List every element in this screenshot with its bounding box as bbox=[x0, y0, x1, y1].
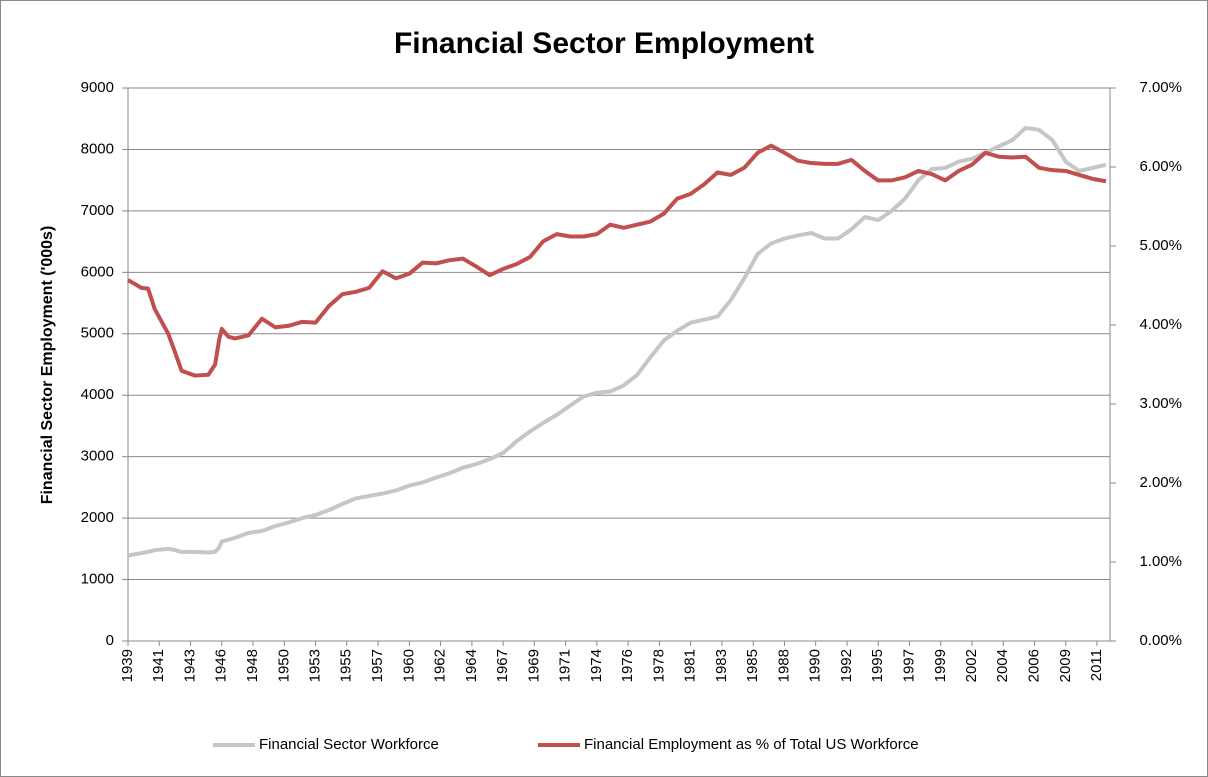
x-tick-label: 2006 bbox=[1026, 649, 1043, 682]
x-tick-label: 1997 bbox=[900, 649, 917, 682]
y2-tick-label: 7.00% bbox=[1139, 79, 1182, 96]
x-tick-label: 1967 bbox=[494, 649, 511, 682]
y2-tick-label: 6.00% bbox=[1139, 158, 1182, 175]
x-tick-label: 2011 bbox=[1088, 649, 1105, 681]
x-tick-label: 2009 bbox=[1057, 649, 1074, 682]
x-tick-label: 1978 bbox=[650, 649, 667, 682]
x-tick-label: 1943 bbox=[182, 649, 199, 682]
x-tick-label: 1990 bbox=[807, 649, 824, 682]
x-tick-label: 1981 bbox=[682, 649, 699, 682]
x-tick-label: 1960 bbox=[400, 649, 417, 682]
y-tick-label: 3000 bbox=[81, 448, 114, 465]
x-tick-label: 2002 bbox=[963, 649, 980, 682]
x-tick-label: 2004 bbox=[994, 649, 1011, 682]
x-tick-label: 1976 bbox=[619, 649, 636, 682]
y-tick-label: 4000 bbox=[81, 386, 114, 403]
y-tick-label: 6000 bbox=[81, 263, 114, 280]
x-tick-label: 1988 bbox=[775, 649, 792, 682]
y2-tick-label: 0.00% bbox=[1139, 632, 1182, 649]
y2-tick-label: 4.00% bbox=[1139, 316, 1182, 333]
y-tick-label: 9000 bbox=[81, 79, 114, 96]
y2-tick-label: 2.00% bbox=[1139, 474, 1182, 491]
legend-label: Financial Sector Workforce bbox=[259, 736, 439, 753]
y2-tick-label: 1.00% bbox=[1139, 553, 1182, 570]
x-tick-label: 1995 bbox=[869, 649, 886, 682]
x-tick-label: 1957 bbox=[369, 649, 386, 682]
y-tick-label: 1000 bbox=[81, 571, 114, 588]
y-axis-title: Financial Sector Employment ('000s) bbox=[39, 226, 56, 505]
x-tick-label: 1971 bbox=[557, 649, 574, 682]
chart-title: Financial Sector Employment bbox=[394, 27, 814, 60]
x-tick-label: 1999 bbox=[932, 649, 949, 682]
y-tick-label: 5000 bbox=[81, 325, 114, 342]
y2-tick-label: 3.00% bbox=[1139, 395, 1182, 412]
y-tick-label: 8000 bbox=[81, 140, 114, 157]
x-tick-label: 1983 bbox=[713, 649, 730, 682]
x-tick-label: 1974 bbox=[588, 649, 605, 682]
series-line bbox=[127, 125, 1107, 558]
y-tick-label: 7000 bbox=[81, 202, 114, 219]
y-tick-label: 2000 bbox=[81, 509, 114, 526]
x-tick-label: 1969 bbox=[525, 649, 542, 682]
series-line bbox=[126, 143, 1107, 378]
x-tick-label: 1939 bbox=[119, 649, 136, 682]
y-tick-label: 0 bbox=[106, 632, 114, 649]
legend-label: Financial Employment as % of Total US Wo… bbox=[584, 736, 919, 753]
x-tick-label: 1953 bbox=[307, 649, 324, 682]
x-tick-label: 1985 bbox=[744, 649, 761, 682]
x-tick-label: 1941 bbox=[150, 649, 167, 682]
x-tick-label: 1964 bbox=[463, 649, 480, 682]
x-tick-label: 1992 bbox=[838, 649, 855, 682]
x-tick-label: 1948 bbox=[244, 649, 261, 682]
x-tick-label: 1962 bbox=[432, 649, 449, 682]
y2-tick-label: 5.00% bbox=[1139, 237, 1182, 254]
x-tick-label: 1955 bbox=[338, 649, 355, 682]
x-tick-label: 1946 bbox=[213, 649, 230, 682]
x-tick-label: 1950 bbox=[275, 649, 292, 682]
